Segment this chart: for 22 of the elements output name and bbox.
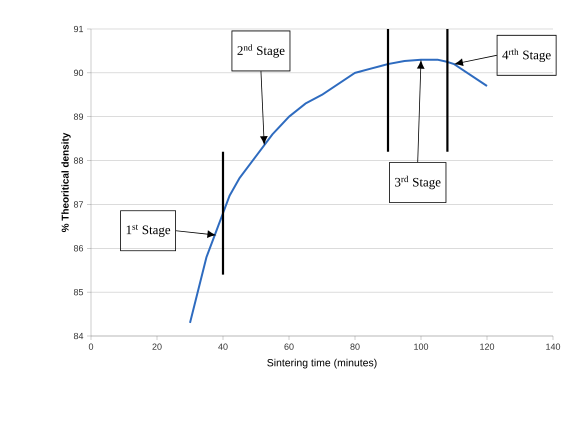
x-tick-label: 0 xyxy=(88,344,94,350)
annotation: 1$^{st}$ Stage xyxy=(126,224,170,237)
y-tick-label: 89 xyxy=(74,114,84,120)
y-tick-label: 87 xyxy=(74,201,84,208)
x-tick-label: 120 xyxy=(480,344,494,350)
annotation: 2$^{nd}$ Stage xyxy=(237,44,285,58)
x-tick-label: 60 xyxy=(284,344,294,350)
y-axis-title: % Theoritical density xyxy=(61,132,71,232)
x-tick-label: 80 xyxy=(350,344,360,350)
x-tick-label: 140 xyxy=(546,344,560,350)
x-axis-title: Sintering time (minutes) xyxy=(267,358,377,368)
y-tick-label: 85 xyxy=(74,288,84,296)
y-tick-label: 86 xyxy=(74,245,84,252)
y-tick-label: 88 xyxy=(74,157,84,164)
x-tick-label: 20 xyxy=(152,344,162,350)
y-tick-label: 84 xyxy=(74,332,84,340)
x-tick-label: 100 xyxy=(414,344,428,350)
annotation: 3$^{rd}$ Stage xyxy=(395,176,441,190)
y-tick-label: 90 xyxy=(74,70,84,76)
y-tick-label: 91 xyxy=(74,26,84,32)
annotation: 4$^{rth}$ Stage xyxy=(502,48,551,62)
x-tick-label: 40 xyxy=(218,344,228,350)
